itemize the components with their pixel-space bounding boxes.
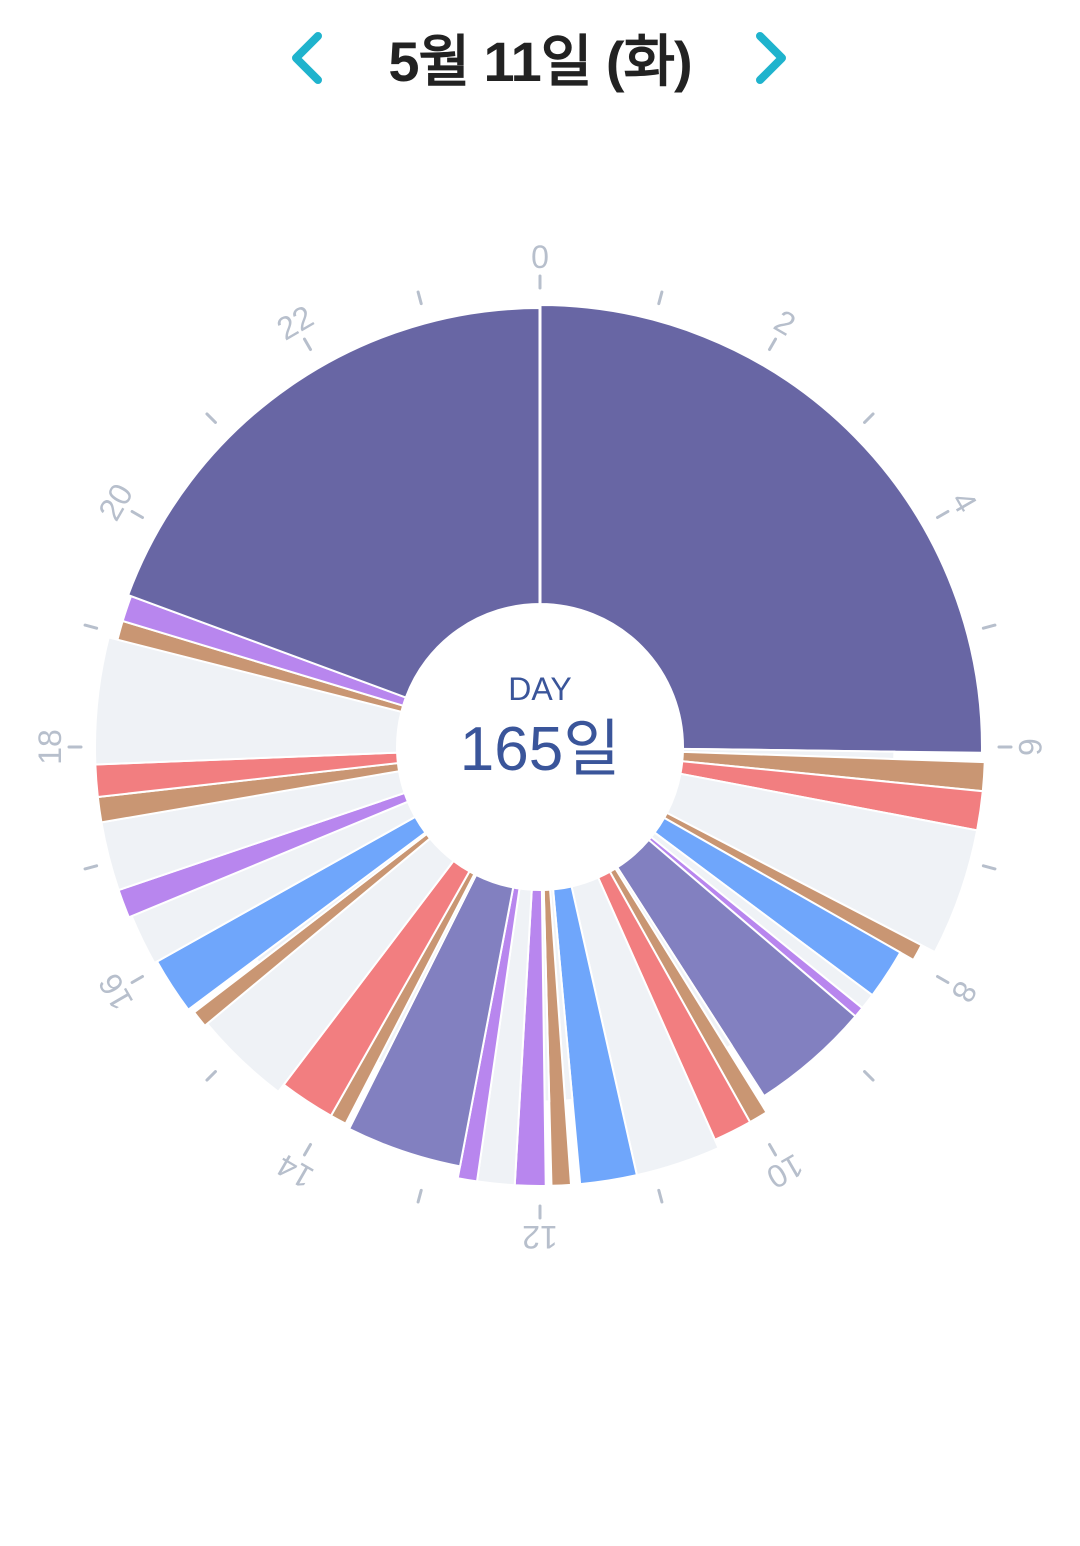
chevron-left-icon bbox=[292, 32, 322, 84]
hour-tick bbox=[416, 1188, 423, 1204]
hour-tick bbox=[981, 623, 997, 630]
hour-tick bbox=[936, 975, 950, 984]
chevron-right-icon bbox=[756, 32, 786, 84]
hour-label: 20 bbox=[91, 478, 140, 527]
hour-tick bbox=[768, 337, 777, 351]
hour-tick bbox=[863, 1070, 875, 1082]
hour-label: 16 bbox=[91, 968, 140, 1017]
hour-tick bbox=[657, 290, 664, 306]
hour-label: 10 bbox=[761, 1147, 810, 1196]
hour-tick bbox=[768, 1143, 777, 1157]
prev-day-button[interactable] bbox=[276, 26, 340, 90]
center-hole bbox=[397, 604, 683, 890]
date-title: 5월 11일 (화) bbox=[388, 30, 692, 93]
hour-tick bbox=[863, 412, 875, 424]
hour-label: 4 bbox=[944, 485, 984, 518]
hour-label: 22 bbox=[271, 298, 320, 347]
hour-label: 2 bbox=[768, 303, 801, 343]
center-summary: DAY 165일 bbox=[400, 668, 680, 788]
hour-tick bbox=[130, 975, 144, 984]
hour-tick bbox=[205, 412, 217, 424]
hour-tick bbox=[83, 623, 99, 630]
hour-tick bbox=[205, 1070, 217, 1082]
hour-tick bbox=[303, 1143, 312, 1157]
hour-tick bbox=[936, 510, 950, 519]
day-count: 165일 bbox=[459, 715, 621, 784]
segments-layer bbox=[94, 300, 986, 1187]
hour-tick bbox=[303, 337, 312, 351]
hour-tick bbox=[416, 290, 423, 306]
hour-label: 6 bbox=[1012, 738, 1048, 756]
hour-label: 18 bbox=[32, 729, 68, 765]
hour-label: 12 bbox=[522, 1219, 558, 1255]
hour-tick bbox=[981, 864, 997, 871]
day-label: DAY bbox=[508, 671, 572, 707]
next-day-button[interactable] bbox=[738, 26, 802, 90]
hour-label: 8 bbox=[944, 975, 984, 1008]
date-header: 5월 11일 (화) bbox=[0, 0, 1080, 124]
hour-label: 0 bbox=[531, 239, 549, 275]
hour-tick bbox=[657, 1188, 664, 1204]
hour-label: 14 bbox=[271, 1147, 320, 1196]
hour-tick bbox=[83, 864, 99, 871]
hour-tick bbox=[130, 510, 144, 519]
